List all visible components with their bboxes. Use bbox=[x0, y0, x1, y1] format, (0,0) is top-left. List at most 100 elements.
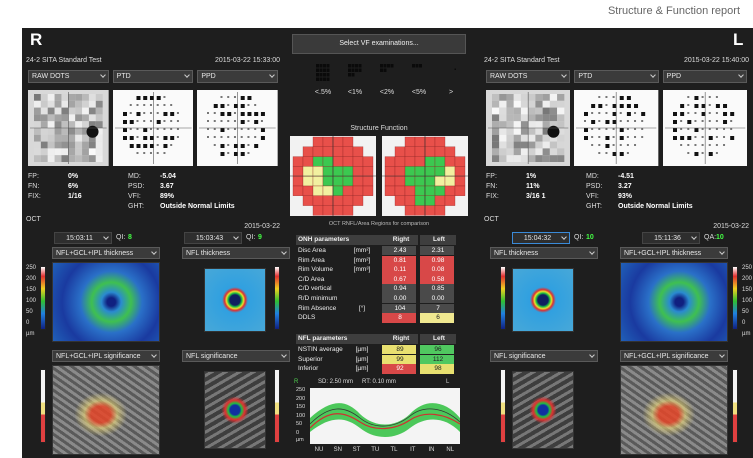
prob-symbol bbox=[143, 112, 145, 114]
param-left: 112 bbox=[420, 355, 454, 364]
map-dropdown[interactable]: NFL significance bbox=[490, 350, 598, 362]
region-cell bbox=[425, 137, 435, 147]
symbol-dot bbox=[380, 69, 383, 73]
vf-dropdown[interactable]: RAW DOTS bbox=[28, 70, 109, 83]
map-dropdown[interactable]: NFL thickness bbox=[490, 247, 598, 259]
symbol-dot bbox=[316, 69, 319, 73]
stat-value: -5.04 bbox=[160, 172, 176, 181]
gray-cell bbox=[41, 155, 48, 162]
prob-symbol bbox=[723, 136, 725, 138]
gray-cell bbox=[41, 114, 48, 121]
vf-dropdown[interactable]: PPD bbox=[197, 70, 278, 83]
gray-cell bbox=[492, 101, 499, 108]
prob-symbol bbox=[248, 104, 250, 106]
prob-symbol bbox=[241, 136, 243, 138]
prob-symbol bbox=[248, 120, 250, 122]
vf-plot bbox=[197, 90, 278, 166]
gray-cell bbox=[68, 128, 75, 135]
prob-symbol bbox=[606, 96, 608, 98]
map-dropdown[interactable]: NFL significance bbox=[182, 350, 290, 362]
gray-cell bbox=[499, 148, 506, 155]
prob-symbol bbox=[234, 96, 236, 98]
map-dropdown[interactable]: NFL+GCL+IPL significance bbox=[620, 350, 728, 362]
gray-cell bbox=[514, 128, 521, 135]
prob-symbol bbox=[163, 120, 165, 122]
prob-symbol bbox=[613, 96, 615, 98]
region-cell bbox=[343, 137, 353, 147]
region-cell bbox=[333, 176, 343, 186]
region-cell bbox=[363, 157, 373, 167]
prob-symbol bbox=[156, 120, 160, 124]
gray-cell bbox=[492, 148, 499, 155]
gray-cell bbox=[557, 101, 564, 108]
symbol-dot bbox=[359, 64, 362, 68]
region-cell bbox=[455, 186, 465, 196]
region-cell bbox=[445, 157, 455, 167]
prob-symbol bbox=[687, 120, 691, 124]
region-cell bbox=[343, 157, 353, 167]
prob-symbol bbox=[634, 120, 636, 122]
oct-map bbox=[512, 268, 574, 332]
gray-cell bbox=[82, 108, 89, 115]
prob-symbol bbox=[694, 96, 698, 100]
region-cell bbox=[303, 157, 313, 167]
prob-symbol bbox=[599, 152, 601, 154]
prob-symbol bbox=[584, 112, 588, 116]
gray-cell bbox=[514, 155, 521, 162]
scan-time[interactable]: 15:03:43 bbox=[184, 232, 242, 244]
param-right: 92 bbox=[382, 364, 416, 373]
vf-dropdown[interactable]: PPD bbox=[663, 70, 747, 83]
map-dropdown[interactable]: NFL thickness bbox=[182, 247, 290, 259]
map-dropdown[interactable]: NFL+GCL+IPL thickness bbox=[620, 247, 728, 259]
gray-cell bbox=[96, 148, 103, 155]
gray-cell bbox=[96, 108, 103, 115]
colorbar-label: 0 bbox=[742, 319, 745, 328]
gray-cell bbox=[521, 128, 528, 135]
prob-symbol bbox=[716, 104, 720, 108]
prob-symbol bbox=[634, 128, 636, 130]
sf-note: OCT RNFL/Area Regions for comparison bbox=[290, 220, 468, 229]
gray-cell bbox=[82, 148, 89, 155]
region-cell bbox=[333, 196, 343, 206]
prob-symbol bbox=[613, 136, 615, 138]
gray-cell bbox=[96, 114, 103, 121]
prob-symbol bbox=[221, 144, 225, 148]
vf-plot bbox=[574, 90, 658, 166]
vf-dropdown[interactable]: PTD bbox=[574, 70, 658, 83]
prob-symbol bbox=[627, 144, 629, 146]
prob-symbol bbox=[241, 112, 245, 116]
vf-dropdown[interactable]: PTD bbox=[113, 70, 194, 83]
report-title: Structure & Function report bbox=[608, 5, 740, 17]
colorbar-label: µm bbox=[742, 330, 750, 339]
gray-cell bbox=[521, 114, 528, 121]
vf-dropdown[interactable]: RAW DOTS bbox=[486, 70, 570, 83]
prob-symbol bbox=[228, 128, 230, 130]
prob-symbol bbox=[701, 96, 703, 98]
stat-label: FIX: bbox=[486, 192, 499, 201]
prob-symbol bbox=[261, 120, 263, 122]
gray-cell bbox=[550, 101, 557, 108]
symbol-dot bbox=[316, 73, 319, 77]
region-cell bbox=[313, 176, 323, 186]
scan-time[interactable]: 15:11:36 bbox=[642, 232, 700, 244]
prob-symbol bbox=[207, 120, 209, 122]
prob-symbol bbox=[723, 104, 727, 108]
prob-symbol bbox=[221, 128, 225, 132]
symbol-dot bbox=[359, 69, 362, 73]
gray-cell bbox=[55, 108, 62, 115]
scan-time[interactable]: 15:03:11 bbox=[54, 232, 112, 244]
prob-symbol bbox=[129, 144, 133, 148]
scan-time[interactable]: 15:04:32 bbox=[512, 232, 570, 244]
gray-cell bbox=[89, 108, 96, 115]
select-vf-button[interactable]: Select VF examinations... bbox=[292, 34, 466, 54]
region-cell bbox=[445, 176, 455, 186]
map-dropdown[interactable]: NFL+GCL+IPL thickness bbox=[52, 247, 160, 259]
prob-symbol bbox=[723, 128, 725, 130]
param-left: 0.98 bbox=[420, 256, 454, 265]
gray-cell bbox=[34, 135, 41, 142]
prob-symbol bbox=[701, 120, 703, 122]
prob-symbol bbox=[708, 144, 710, 146]
region-cell bbox=[323, 166, 333, 176]
gray-cell bbox=[499, 108, 506, 115]
map-dropdown[interactable]: NFL+GCL+IPL significance bbox=[52, 350, 160, 362]
